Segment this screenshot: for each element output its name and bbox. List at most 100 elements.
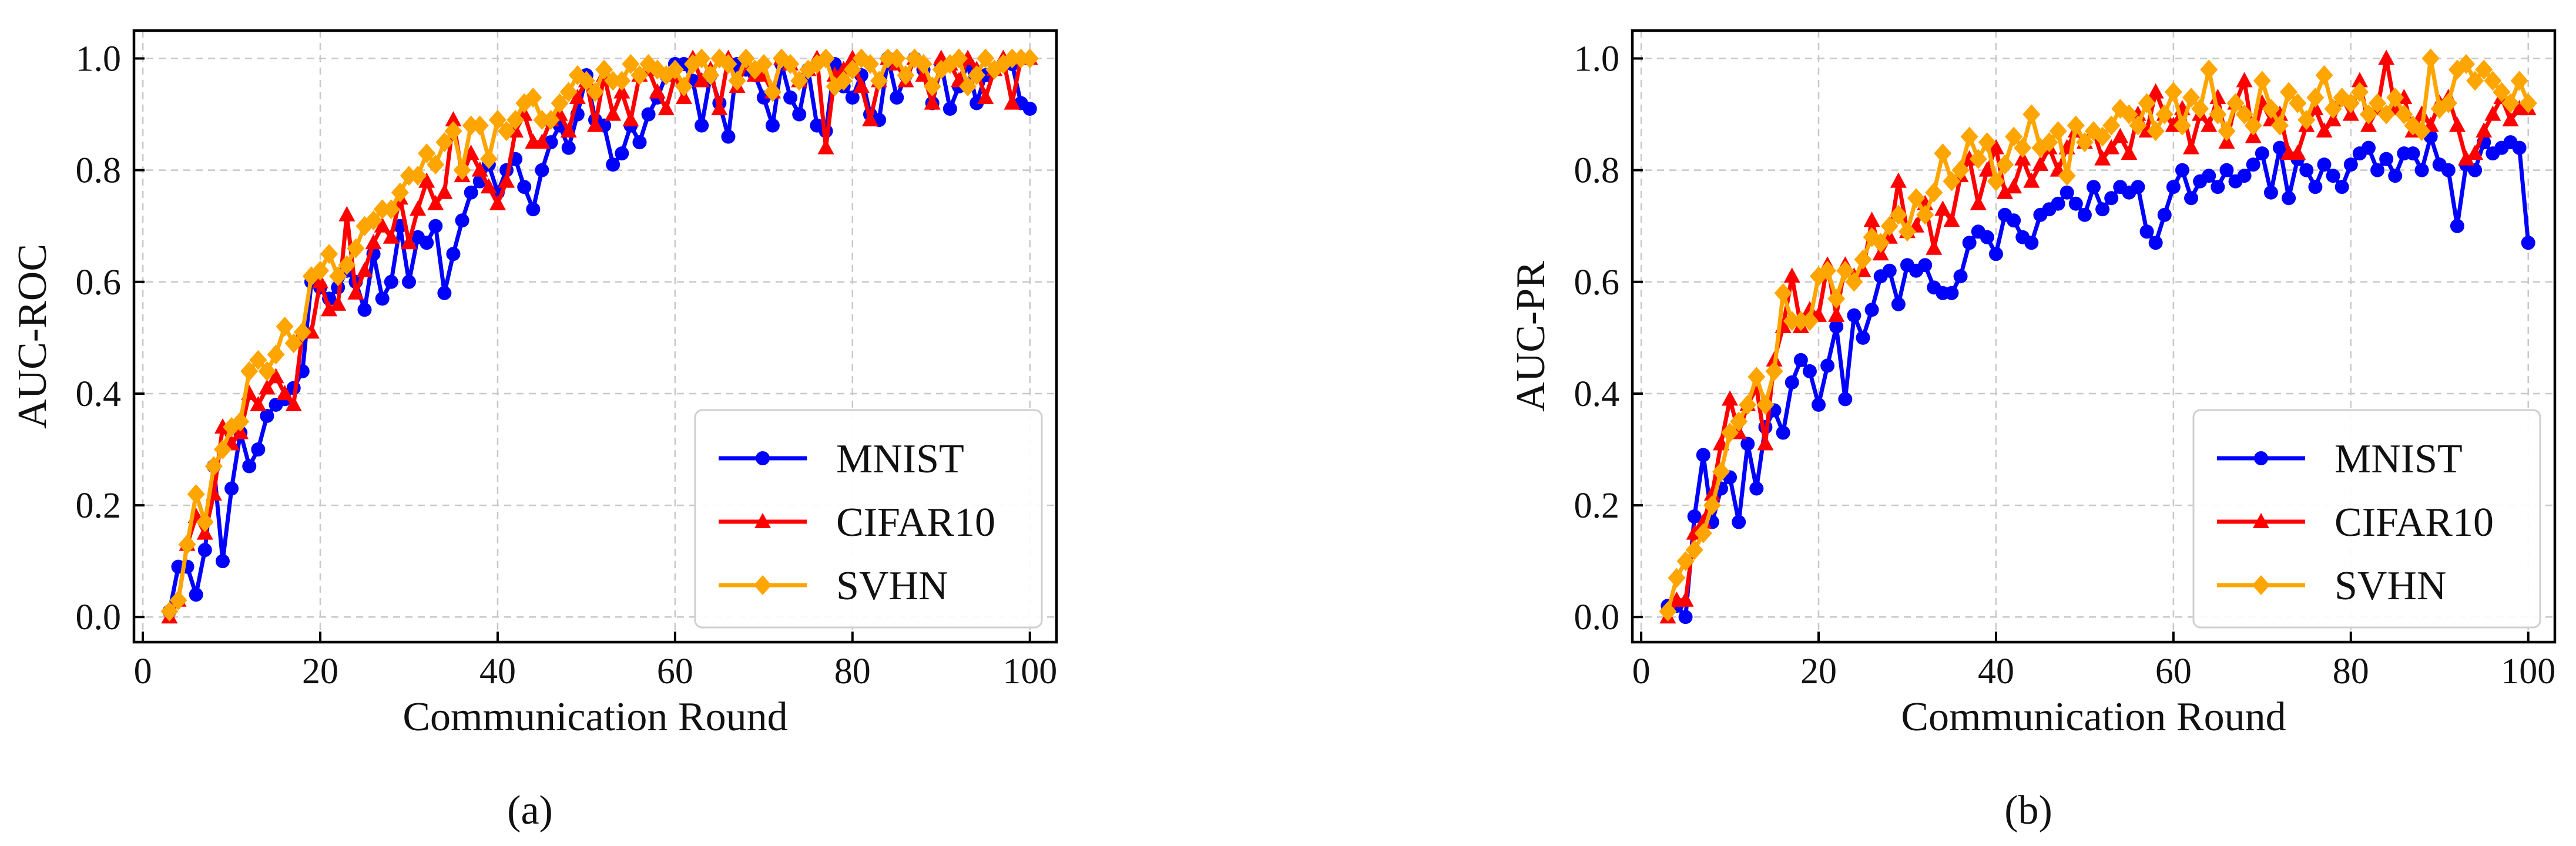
legend-item-svhn: SVHN [2217, 563, 2447, 609]
data-point-cifar10 [1926, 239, 1943, 255]
data-point-svhn [462, 115, 480, 136]
data-point-cifar10 [1677, 591, 1694, 607]
data-point-cifar10 [1863, 212, 1880, 227]
data-point-svhn [2040, 132, 2058, 153]
data-point-svhn [595, 59, 613, 80]
data-point-svhn [728, 70, 746, 91]
y-tick-label: 0.2 [1574, 486, 1620, 526]
data-point-cifar10 [2484, 105, 2501, 121]
data-point-svhn [2138, 93, 2156, 113]
data-point-svhn [160, 601, 179, 622]
data-point-cifar10 [471, 161, 488, 177]
data-point-cifar10 [658, 100, 675, 116]
data-point-mnist [1856, 330, 1870, 345]
y-tick-label: 1.0 [76, 39, 122, 79]
data-point-mnist [1740, 437, 1755, 451]
data-point-cifar10 [427, 194, 444, 210]
data-point-svhn [2005, 126, 2023, 147]
data-point-mnist [2007, 213, 2021, 228]
x-tick-label: 40 [1978, 652, 2014, 691]
data-point-svhn [888, 48, 906, 69]
data-point-mnist [721, 129, 736, 144]
data-point-svhn [320, 244, 338, 264]
data-point-svhn [258, 361, 276, 381]
data-point-cifar10 [1978, 161, 1995, 177]
data-point-mnist [783, 90, 798, 105]
data-point-mnist [1776, 425, 1790, 440]
data-point-svhn [870, 70, 888, 91]
data-point-mnist [1022, 102, 1037, 116]
data-point-mnist [1847, 308, 1861, 323]
x-tick-label: 80 [834, 652, 871, 691]
legend-item-cifar10: CIFAR10 [2217, 500, 2494, 545]
data-point-mnist [1953, 269, 1968, 284]
data-point-svhn [2049, 121, 2067, 142]
x-tick-label: 80 [2333, 652, 2369, 691]
data-point-svhn [453, 160, 471, 180]
data-point-cifar10 [560, 122, 577, 138]
data-point-svhn [524, 88, 542, 108]
y-tick-label: 0.0 [1574, 597, 1620, 637]
data-point-svhn [577, 70, 595, 91]
data-point-mnist [446, 247, 461, 261]
data-point-svhn [2493, 82, 2511, 102]
data-point-svhn [586, 82, 604, 102]
data-point-svhn [2350, 82, 2369, 102]
data-point-svhn [373, 199, 391, 220]
data-point-mnist [242, 459, 257, 474]
data-point-cifar10 [675, 89, 692, 105]
data-point-mnist [2388, 169, 2403, 183]
data-point-svhn [1907, 188, 1926, 209]
data-point-svhn [507, 110, 525, 130]
data-point-cifar10 [196, 524, 213, 540]
data-point-svhn [329, 266, 347, 287]
data-point-svhn [897, 65, 915, 86]
data-point-svhn [2421, 48, 2440, 69]
data-point-mnist [464, 185, 478, 200]
data-point-mnist [2317, 157, 2332, 172]
data-point-mnist [197, 543, 212, 558]
data-point-mnist [2237, 169, 2252, 183]
data-point-cifar10 [232, 424, 249, 439]
data-point-svhn [2226, 93, 2245, 113]
data-point-mnist [384, 274, 398, 289]
data-point-svhn [559, 82, 578, 102]
data-point-svhn [1703, 495, 1721, 516]
data-point-svhn [2324, 99, 2342, 119]
data-point-svhn [790, 70, 809, 91]
data-point-mnist [455, 213, 469, 228]
y-tick-label: 0.8 [76, 151, 122, 191]
data-point-cifar10 [445, 111, 462, 127]
data-point-svhn [488, 110, 507, 130]
data-point-mnist [1882, 263, 1897, 278]
data-point-svhn [781, 54, 800, 75]
data-point-svhn [2466, 70, 2484, 91]
data-point-svhn [950, 48, 968, 69]
data-point-svhn [1774, 283, 1792, 303]
data-point-mnist [189, 588, 203, 602]
data-point-svhn [1987, 171, 2005, 192]
data-point-svhn [1765, 361, 1783, 381]
data-point-mnist [2077, 207, 2092, 222]
data-point-cifar10 [2147, 83, 2164, 99]
data-point-svhn [2182, 88, 2201, 108]
data-point-mnist [2263, 185, 2278, 200]
y-tick-label: 0.6 [1574, 263, 1620, 303]
x-tick-label: 40 [479, 652, 516, 691]
data-point-svhn [879, 48, 897, 69]
legend: MNIST CIFAR10 SVHN [694, 409, 1043, 629]
data-point-mnist [2343, 157, 2358, 172]
data-point-mnist [1988, 247, 2003, 261]
data-point-cifar10 [1890, 172, 1907, 188]
data-point-mnist [1678, 610, 1693, 625]
data-point-svhn [444, 121, 462, 142]
data-point-svhn [1960, 126, 1978, 147]
data-point-svhn [1668, 568, 1686, 588]
data-point-svhn [293, 322, 311, 343]
data-point-svhn [1836, 260, 1854, 281]
plot-frame [132, 29, 1058, 644]
data-point-mnist [1785, 375, 1799, 390]
data-point-svhn [2235, 104, 2253, 125]
data-point-cifar10 [2014, 150, 2031, 166]
data-point-cifar10 [693, 72, 710, 88]
